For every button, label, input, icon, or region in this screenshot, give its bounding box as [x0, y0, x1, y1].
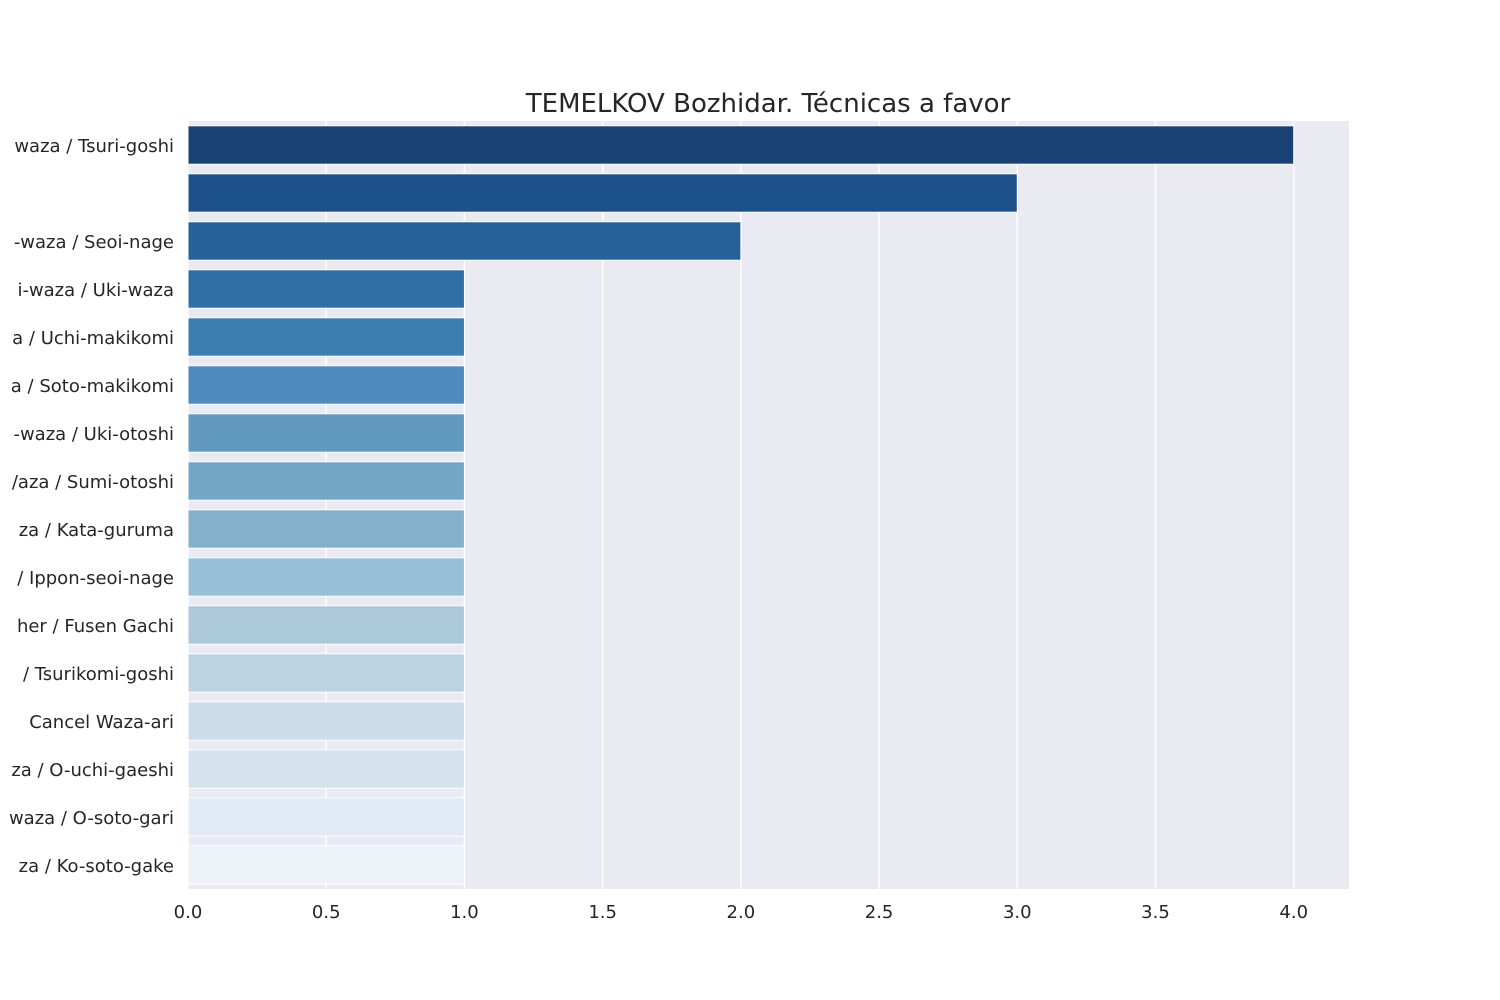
- x-tick-label: 2.5: [865, 902, 894, 923]
- bar: [187, 173, 1018, 213]
- category-label: -waza / Uki-otoshi: [13, 424, 174, 445]
- bar: [187, 605, 465, 645]
- category-label: waza / Tsuri-goshi: [14, 136, 174, 157]
- category-label: / Ippon-seoi-nage: [17, 568, 174, 589]
- bar: [187, 413, 465, 453]
- chart-title: TEMELKOV Bozhidar. Técnicas a favor: [525, 89, 1011, 119]
- x-tick-label: 0.5: [312, 902, 341, 923]
- category-labels: waza / Tsuri-goshi -waza / Seoi-nage i-waz…: [9, 136, 174, 877]
- x-tick-labels: 0.0 0.5 1.0 1.5 2.0 2.5 3.0 3.5 4.0: [174, 902, 1308, 923]
- category-label: za / Ko-soto-gake: [19, 856, 174, 877]
- category-label: /aza / Sumi-otoshi: [12, 472, 174, 493]
- x-tick-label: 3.5: [1141, 902, 1170, 923]
- bar: [187, 845, 465, 885]
- bar: [187, 461, 465, 501]
- x-tick-label: 0.0: [174, 902, 203, 923]
- bars: [187, 125, 1295, 885]
- bar: [187, 365, 465, 405]
- bar: [187, 557, 465, 597]
- bar: [187, 269, 465, 309]
- bar: [187, 221, 742, 261]
- bar: [187, 509, 465, 549]
- x-tick-label: 1.5: [588, 902, 617, 923]
- category-label: za / O-uchi-gaeshi: [11, 760, 174, 781]
- x-tick-label: 4.0: [1279, 902, 1308, 923]
- category-label: -waza / Seoi-nage: [14, 232, 174, 253]
- bar: [187, 749, 465, 789]
- x-tick-label: 1.0: [450, 902, 479, 923]
- category-label: Cancel Waza-ari: [29, 712, 174, 733]
- category-label: a / Uchi-makikomi: [12, 328, 174, 349]
- bar: [187, 701, 465, 741]
- bar: [187, 653, 465, 693]
- category-label: her / Fusen Gachi: [17, 616, 174, 637]
- category-label: / Tsurikomi-goshi: [23, 664, 174, 685]
- bar: [187, 317, 465, 357]
- x-tick-label: 3.0: [1003, 902, 1032, 923]
- category-label: za / Kata-guruma: [19, 520, 174, 541]
- category-label: i-waza / Uki-waza: [17, 280, 174, 301]
- bar: [187, 797, 465, 837]
- category-label: waza / O-soto-gari: [9, 808, 174, 829]
- category-label: a / Soto-makikomi: [11, 376, 174, 397]
- bar: [187, 125, 1295, 165]
- x-tick-label: 2.0: [727, 902, 756, 923]
